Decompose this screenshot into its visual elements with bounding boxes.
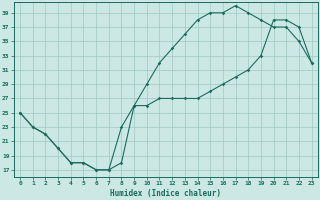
X-axis label: Humidex (Indice chaleur): Humidex (Indice chaleur) xyxy=(110,189,221,198)
